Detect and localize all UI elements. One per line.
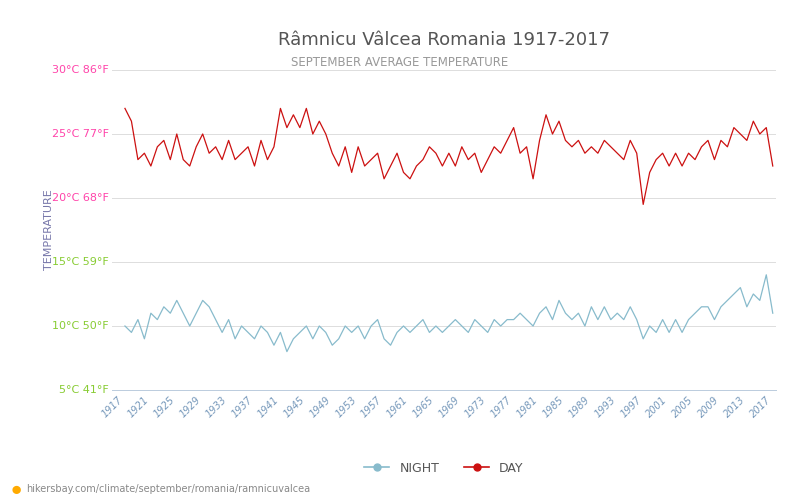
Text: 20°C 68°F: 20°C 68°F (52, 193, 109, 203)
Text: hikersbay.com/climate/september/romania/ramnicuvalcea: hikersbay.com/climate/september/romania/… (26, 484, 310, 494)
Text: 5°C 41°F: 5°C 41°F (59, 385, 109, 395)
Text: ⬤: ⬤ (12, 485, 22, 494)
Text: 25°C 77°F: 25°C 77°F (52, 129, 109, 139)
Text: 15°C 59°F: 15°C 59°F (52, 257, 109, 267)
Text: SEPTEMBER AVERAGE TEMPERATURE: SEPTEMBER AVERAGE TEMPERATURE (291, 56, 509, 69)
Text: 30°C 86°F: 30°C 86°F (52, 65, 109, 75)
Y-axis label: TEMPERATURE: TEMPERATURE (44, 190, 54, 270)
Legend: NIGHT, DAY: NIGHT, DAY (359, 457, 529, 480)
Text: 10°C 50°F: 10°C 50°F (52, 321, 109, 331)
Title: Râmnicu Vâlcea Romania 1917-2017: Râmnicu Vâlcea Romania 1917-2017 (278, 31, 610, 49)
